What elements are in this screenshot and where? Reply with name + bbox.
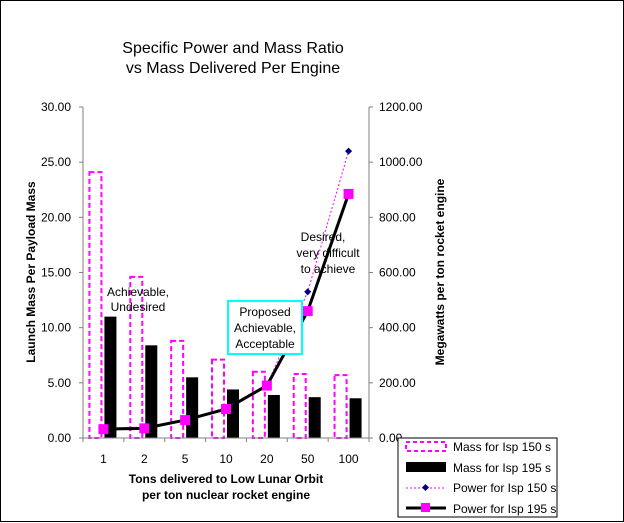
bar-mass-195-0 — [104, 316, 117, 438]
point-power-195-2 — [180, 415, 191, 426]
x-axis-label-line-1: Tons delivered to Low Lunar Orbit — [129, 472, 323, 486]
bar-mass-150-5 — [292, 373, 307, 439]
point-power-195-6 — [343, 188, 354, 199]
y-right-tick-label-4: 800.00 — [379, 210, 416, 224]
legend-label-mass-195: Mass for Isp 195 s — [453, 461, 551, 475]
annotation-2-box — [227, 300, 303, 355]
bar-mass-150-6 — [333, 374, 348, 439]
y-right-tick-label-0: 0.00 — [379, 431, 403, 445]
legend-marker-power-195 — [421, 503, 430, 512]
annotation-proposed-acceptable: Proposed Achievable, Acceptable — [227, 300, 303, 355]
annotation-2-line-3: Acceptable — [235, 337, 295, 351]
bar-mass-195-6 — [349, 398, 362, 438]
y-left-tick-label-4: 20.00 — [41, 210, 71, 224]
bar-mass-195-1 — [145, 345, 158, 438]
y-right-tick-label-3: 600.00 — [379, 266, 416, 280]
annotation-achievable-undesired: Achievable, Undesired — [107, 285, 169, 314]
bar-mass-150-0 — [88, 171, 103, 439]
y-left-tick-label-5: 25.00 — [41, 155, 71, 169]
x-tick-label-3: 10 — [219, 452, 233, 466]
point-power-195-0 — [98, 424, 109, 435]
legend-label-mass-150: Mass for Isp 150 s — [453, 440, 551, 454]
y-right-tick-label-2: 400.00 — [379, 321, 416, 335]
x-tick-label-5: 50 — [301, 452, 315, 466]
bar-mass-195-2 — [186, 377, 199, 438]
annotation-3-line-2: very difficult — [296, 246, 360, 260]
chart-title-line-2: vs Mass Delivered Per Engine — [126, 60, 340, 77]
bar-mass-195-4 — [267, 394, 280, 438]
y-left-tick-label-0: 0.00 — [48, 431, 72, 445]
y-right-tick-label-1: 200.00 — [379, 376, 416, 390]
legend-item-power-150: Power for Isp 150 s — [406, 481, 556, 495]
x-tick-label-4: 20 — [260, 452, 274, 466]
legend-item-power-195: Power for Isp 195 s — [406, 502, 556, 516]
annotation-3-line-3: to achieve — [301, 262, 356, 276]
x-tick-label-1: 2 — [141, 452, 148, 466]
point-power-195-5 — [302, 306, 313, 317]
chart-title-line-1: Specific Power and Mass Ratio — [122, 40, 344, 57]
x-tick-label-0: 1 — [100, 452, 107, 466]
annotation-1-line-1: Achievable, — [107, 285, 169, 299]
y-right-tick-label-6: 1200.00 — [379, 100, 423, 114]
x-axis-label-line-2: per ton nuclear rocket engine — [142, 488, 310, 502]
annotation-2-line-1: Proposed — [239, 305, 290, 319]
y-left-tick-label-6: 30.00 — [41, 100, 71, 114]
point-power-150-6 — [345, 147, 353, 155]
point-power-195-3 — [221, 404, 231, 415]
y-left-tick-label-1: 5.00 — [48, 376, 72, 390]
y-left-tick-label-2: 10.00 — [41, 321, 71, 335]
annotation-3-line-1: Desired, — [301, 230, 346, 244]
point-power-195-4 — [261, 380, 272, 391]
annotation-1-line-2: Undesired — [111, 300, 166, 314]
legend-item-mass-195: Mass for Isp 195 s — [406, 461, 551, 475]
annotation-desired-difficult: Desired, very difficult to achieve — [296, 230, 360, 276]
legend-marker-power-150 — [421, 483, 430, 492]
bar-mass-195-5 — [308, 397, 321, 438]
legend: Mass for Isp 150 s Mass for Isp 195 s Po… — [397, 437, 558, 518]
legend-swatch-mass-150 — [405, 441, 447, 452]
y-right-tick-label-5: 1000.00 — [379, 155, 423, 169]
x-tick-label-2: 5 — [182, 452, 189, 466]
y-left-tick-label-3: 15.00 — [41, 266, 71, 280]
point-power-195-1 — [139, 423, 150, 434]
legend-swatch-mass-195 — [406, 462, 446, 472]
point-power-150-5 — [304, 288, 312, 296]
y-axis-right-label: Megawatts per ton rocket engine — [433, 178, 447, 365]
legend-label-power-195: Power for Isp 195 s — [453, 502, 556, 516]
bar-mass-150-3 — [211, 358, 225, 439]
legend-item-mass-150: Mass for Isp 150 s — [405, 440, 551, 454]
y-axis-left-label: Launch Mass Per Payload Mass — [24, 181, 38, 363]
legend-label-power-150: Power for Isp 150 s — [453, 481, 556, 495]
x-tick-label-6: 100 — [339, 452, 359, 466]
annotation-2-line-2: Achievable, — [234, 321, 296, 335]
